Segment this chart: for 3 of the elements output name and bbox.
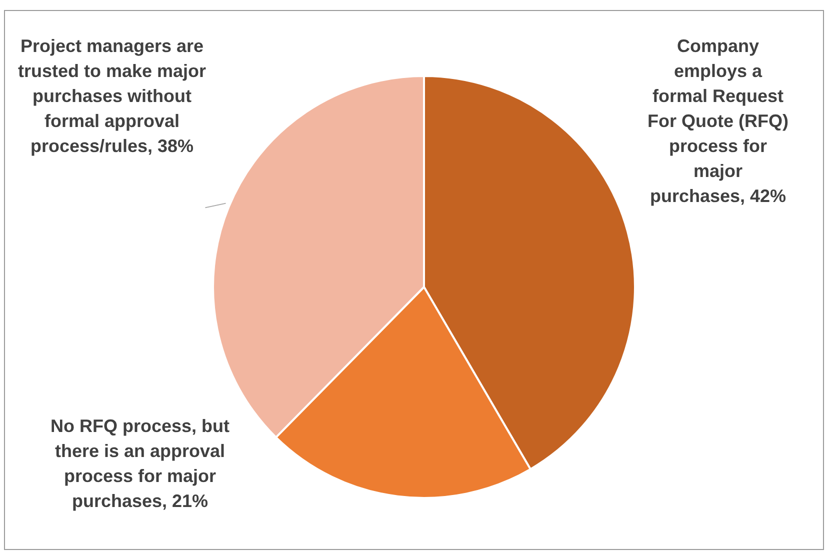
slice-label: Project managers are trusted to make major purchases without formal approval process/rules, 38%	[18, 36, 206, 156]
slice-label: No RFQ process, but there is an approval process for major purchases, 21%	[50, 416, 230, 511]
slice-label: Company employs a formal Request For Quote (RFQ) process for major purchases, 42%	[648, 36, 788, 206]
